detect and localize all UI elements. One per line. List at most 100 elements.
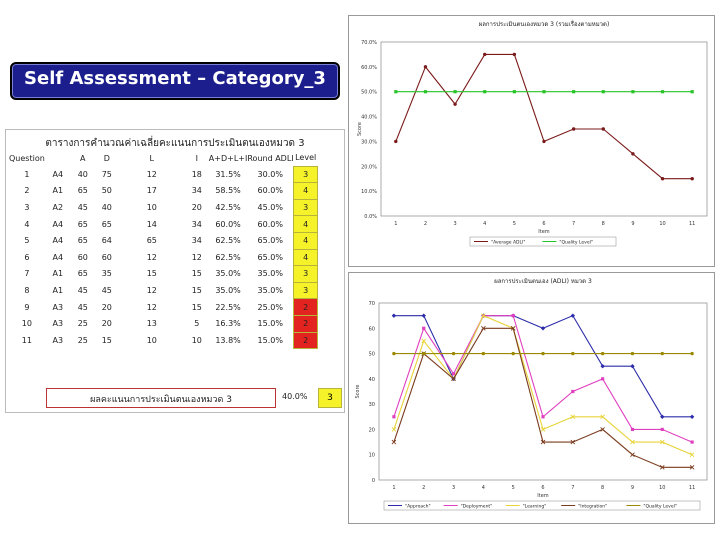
cell-round: 35.0%	[257, 269, 283, 279]
data-point	[630, 439, 635, 445]
cell-a: 45	[77, 302, 88, 312]
series-line	[393, 315, 693, 443]
data-point	[541, 351, 545, 356]
x-tick-label: 9	[631, 485, 634, 491]
data-point	[423, 90, 428, 94]
data-point	[689, 465, 695, 470]
x-tick-label: 2	[422, 485, 425, 491]
cell-d: 45	[101, 286, 112, 296]
header-category	[45, 150, 71, 166]
x-tick-label: 11	[689, 221, 695, 227]
summary-label: ผลคะแนนการประเมินตนเองหมวด 3	[90, 395, 232, 405]
cell-category: A1	[52, 286, 64, 296]
cell-round: 30.0%	[257, 169, 283, 179]
x-tick-label: 8	[601, 485, 604, 491]
cell-a: 40	[77, 169, 88, 179]
chart-title: ผลการประเมินตนเองหมวด 3 (รวมเรื่องตามหมว…	[479, 20, 610, 28]
y-tick-label: 70.0%	[361, 40, 377, 46]
cell-level: 3	[293, 281, 319, 300]
cell-round: 60.0%	[257, 186, 283, 196]
series-line	[393, 327, 693, 468]
cell-spacer-1	[119, 315, 141, 332]
data-point	[453, 90, 457, 94]
data-point	[571, 351, 575, 356]
cell-d: 64	[101, 236, 112, 246]
cell-spacer-1	[119, 266, 141, 283]
data-point	[421, 313, 426, 318]
data-point	[572, 90, 576, 94]
y-axis-label: Score	[355, 384, 361, 398]
cell-level: 3	[293, 265, 319, 283]
data-point	[659, 465, 665, 470]
table-row: 4 A4 65 65 14 34 60.0% 60.0% 4	[9, 215, 319, 233]
cell-question: 1	[24, 169, 30, 179]
cell-a: 65	[77, 186, 88, 196]
data-point	[690, 177, 694, 181]
cell-category: A4	[52, 219, 64, 229]
data-point	[601, 377, 605, 381]
data-point	[601, 127, 605, 131]
cell-d: 60	[101, 252, 112, 262]
data-point	[631, 152, 635, 156]
data-point	[483, 90, 487, 94]
data-point	[571, 127, 576, 131]
cell-spacer-2	[163, 232, 185, 249]
table-row: 6 A4 60 60 12 12 62.5% 65.0% 4	[9, 248, 319, 267]
legend-label: "Quality Level"	[559, 240, 593, 246]
cell-d: 65	[101, 219, 112, 229]
header-spacer-1	[119, 150, 141, 166]
cell-level: 2	[293, 298, 319, 316]
y-tick-label: 10.0%	[361, 189, 377, 195]
cell-question: 9	[24, 302, 30, 312]
cell-spacer-1	[119, 232, 141, 249]
cell-question: 4	[24, 219, 30, 229]
cell-spacer-1	[119, 166, 141, 183]
table-row: 5 A4 65 64 65 34 62.5% 65.0% 4	[9, 231, 319, 250]
cell-i: 20	[191, 203, 202, 213]
data-point	[481, 313, 486, 318]
header-a: A	[80, 153, 86, 163]
cell-i: 15	[191, 286, 202, 296]
cell-spacer-1	[119, 282, 141, 299]
cell-a: 25	[77, 335, 88, 345]
cell-round: 65.0%	[257, 252, 283, 262]
cell-a: 60	[77, 252, 88, 262]
data-point	[660, 177, 665, 181]
cell-sum: 31.5%	[215, 169, 241, 179]
data-point	[660, 414, 665, 419]
cell-question: 11	[21, 335, 32, 345]
cell-sum: 16.3%	[215, 319, 241, 329]
y-tick-label: 50.0%	[361, 90, 377, 96]
data-point	[451, 351, 456, 356]
y-tick-label: 60	[369, 326, 375, 332]
cell-level: 4	[293, 215, 319, 233]
data-point	[422, 351, 426, 356]
data-point	[451, 376, 456, 382]
legend-label: "Integration"	[578, 504, 607, 510]
cell-sum: 22.5%	[215, 302, 241, 312]
y-tick-label: 20	[369, 427, 375, 433]
x-tick-label: 4	[483, 221, 486, 227]
cell-question: 10	[21, 319, 32, 329]
cell-l: 13	[146, 319, 157, 329]
y-tick-label: 40	[369, 377, 375, 383]
legend-label: "Average ADLI"	[491, 240, 525, 246]
cell-spacer-2	[163, 166, 185, 183]
data-point	[571, 389, 575, 394]
data-point	[510, 325, 516, 331]
table-row: 1 A4 40 75 12 18 31.5% 30.0% 3	[9, 165, 319, 184]
cell-i: 34	[191, 219, 202, 229]
data-point	[511, 351, 515, 356]
cell-round: 45.0%	[257, 203, 283, 213]
average-adli-chart: ผลการประเมินตนเองหมวด 3 (รวมเรื่องตามหมว…	[357, 20, 708, 247]
cell-d: 35	[101, 269, 112, 279]
cell-category: A1	[52, 186, 64, 196]
cell-spacer-2	[163, 266, 185, 283]
cell-d: 15	[101, 335, 112, 345]
cell-spacer-1	[119, 199, 141, 216]
header-l: L	[149, 153, 155, 163]
cell-spacer-2	[163, 282, 185, 299]
summary-box: ผลคะแนนการประเมินตนเองหมวด 3	[46, 388, 276, 408]
summary-percent: 40.0%	[282, 392, 308, 401]
y-tick-label: 30.0%	[361, 139, 377, 145]
